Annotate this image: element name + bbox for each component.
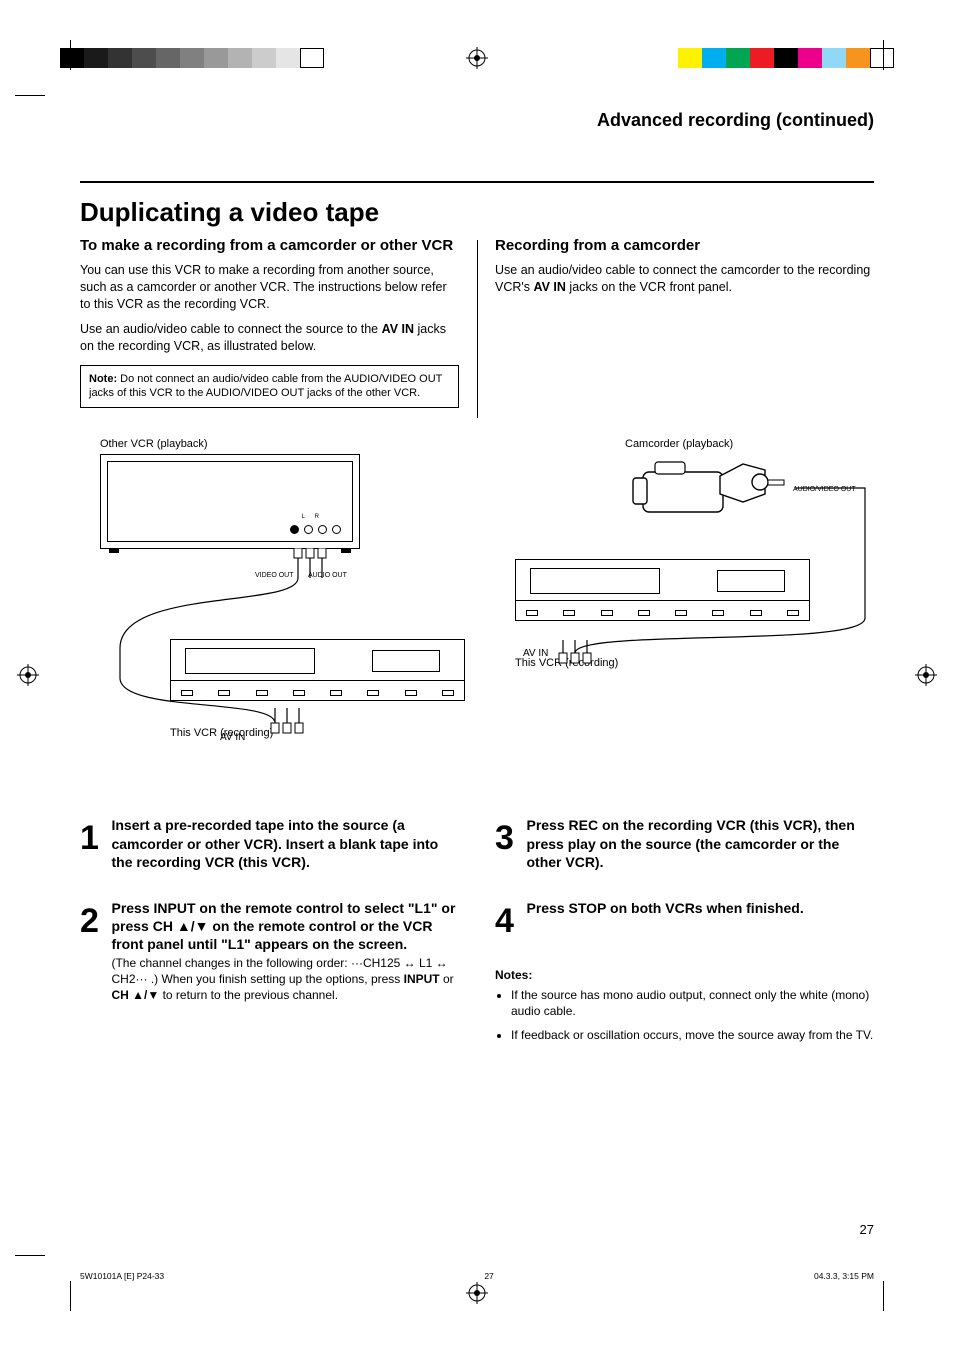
av-in-label: AV IN — [220, 732, 245, 743]
diagram-right: Camcorder (playback) AUDIO/VIDEO OUT — [505, 438, 874, 718]
diagram-left-bottom-label: This VCR (recording) — [170, 727, 465, 739]
diagram-left: Other VCR (playback) L R VIDEO OUT AUDIO… — [80, 438, 465, 758]
step-sub: (The channel changes in the following or… — [111, 956, 456, 1003]
page-content: Advanced recording (continued) Duplicati… — [80, 110, 874, 1241]
this-vcr-icon — [515, 559, 810, 621]
av-in-label: AV IN — [523, 648, 548, 659]
step-4: 4 Press STOP on both VCRs when finished. — [495, 899, 874, 945]
notes-heading: Notes: — [495, 967, 874, 983]
left-column: To make a recording from a camcorder or … — [80, 236, 477, 408]
diagram-right-top-label: Camcorder (playback) — [625, 438, 874, 450]
right-subhead: Recording from a camcorder — [495, 236, 874, 256]
crop-tick — [15, 95, 45, 96]
note-text: Do not connect an audio/video cable from… — [89, 373, 442, 400]
notes-block: Notes: If the source has mono audio outp… — [495, 967, 874, 1044]
crop-tick — [883, 40, 884, 70]
registration-mark-icon — [466, 47, 488, 69]
step-number: 4 — [495, 899, 523, 945]
section-title: Duplicating a video tape — [80, 197, 874, 228]
r-label: R — [315, 514, 319, 520]
step-2: 2 Press INPUT on the remote control to s… — [80, 899, 459, 1003]
other-vcr-icon: L R — [100, 454, 360, 549]
diagram-right-bottom-label: This VCR (recording) — [515, 657, 874, 669]
step-1: 1 Insert a pre-recorded tape into the so… — [80, 816, 459, 871]
crop-tick — [70, 40, 71, 70]
step-number: 3 — [495, 816, 523, 862]
registration-mark-icon — [17, 664, 39, 686]
left-para1: You can use this VCR to make a recording… — [80, 262, 459, 313]
footer-left: 5W10101A [E] P24-33 — [80, 1271, 164, 1281]
step-text: Press INPUT on the remote control to sel… — [111, 899, 456, 1003]
page-header: Advanced recording (continued) — [80, 110, 874, 131]
crop-tick — [883, 1281, 884, 1311]
page-number: 27 — [860, 1222, 874, 1237]
this-vcr-icon — [170, 639, 465, 701]
step-number: 2 — [80, 899, 108, 945]
step-text: Press REC on the recording VCR (this VCR… — [526, 816, 871, 871]
step-text: Insert a pre-recorded tape into the sour… — [111, 816, 456, 871]
note-item: If the source has mono audio output, con… — [511, 987, 874, 1019]
note-item: If feedback or oscillation occurs, move … — [511, 1027, 874, 1043]
note-label: Note: — [89, 373, 117, 385]
column-divider — [477, 240, 478, 418]
note-box: Note: Do not connect an audio/video cabl… — [80, 365, 459, 409]
steps-right-col: 3 Press REC on the recording VCR (this V… — [477, 788, 874, 1051]
footer-meta: 5W10101A [E] P24-33 27 04.3.3, 3:15 PM — [0, 1271, 954, 1281]
av-out-label: AUDIO/VIDEO OUT — [793, 486, 856, 493]
step-number: 1 — [80, 816, 108, 862]
crop-tick — [15, 1255, 45, 1256]
diagrams-row: Other VCR (playback) L R VIDEO OUT AUDIO… — [80, 438, 874, 758]
step-text: Press STOP on both VCRs when finished. — [526, 899, 871, 917]
diagram-left-top-label: Other VCR (playback) — [100, 438, 465, 450]
footer-right: 04.3.3, 3:15 PM — [814, 1271, 874, 1281]
right-column: Recording from a camcorder Use an audio/… — [477, 236, 874, 408]
registration-bar-color — [678, 48, 894, 68]
registration-mark-icon — [915, 664, 937, 686]
crop-tick — [70, 1281, 71, 1311]
registration-bar-grayscale — [60, 48, 324, 68]
steps-left-col: 1 Insert a pre-recorded tape into the so… — [80, 788, 477, 1051]
audio-out-label: AUDIO OUT — [308, 572, 347, 579]
header-rule — [80, 181, 874, 183]
step-3: 3 Press REC on the recording VCR (this V… — [495, 816, 874, 871]
footer-center: 27 — [484, 1271, 493, 1281]
video-out-label: VIDEO OUT — [255, 572, 294, 579]
registration-mark-icon — [466, 1282, 488, 1304]
two-column-intro: To make a recording from a camcorder or … — [80, 236, 874, 408]
left-para2: Use an audio/video cable to connect the … — [80, 321, 459, 355]
right-para: Use an audio/video cable to connect the … — [495, 262, 874, 296]
left-subhead: To make a recording from a camcorder or … — [80, 236, 459, 256]
camcorder-icon — [625, 454, 785, 524]
l-label: L — [302, 514, 305, 520]
steps-section: 1 Insert a pre-recorded tape into the so… — [80, 788, 874, 1051]
